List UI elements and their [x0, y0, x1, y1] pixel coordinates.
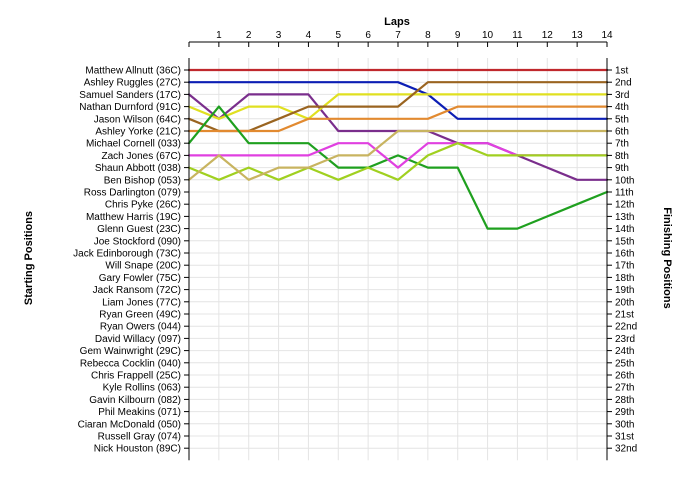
start-position-label: Will Snape (20C) [105, 261, 181, 272]
start-position-label: Ashley Ruggles (27C) [84, 78, 181, 89]
x-tick-label: 4 [306, 30, 312, 41]
start-position-label: Matthew Harris (19C) [86, 212, 181, 223]
series-line [187, 105, 609, 230]
start-position-label: Kyle Rollins (063) [103, 383, 181, 394]
series-layer [187, 68, 609, 230]
start-position-label: Chris Pyke (26C) [105, 200, 181, 211]
x-tick-label: 11 [512, 30, 523, 41]
x-tick-label: 13 [572, 30, 584, 41]
finish-position-label: 21st [615, 310, 634, 321]
start-position-label: Matthew Allnutt (36C) [85, 66, 181, 77]
start-position-label: Samuel Sanders (17C) [79, 90, 181, 101]
finish-position-label: 19th [615, 285, 634, 296]
x-tick-label: 10 [482, 30, 494, 41]
finish-position-label: 25th [615, 358, 634, 369]
start-position-label: Ross Darlington (079) [84, 188, 181, 199]
y-axis-title-right: Finishing Positions [661, 207, 673, 308]
start-position-label: Phil Meakins (071) [98, 407, 181, 418]
finish-position-label: 8th [615, 151, 629, 162]
finish-position-label: 31st [615, 432, 634, 443]
start-position-label: Jack Ransom (72C) [93, 285, 181, 296]
finish-position-label: 20th [615, 297, 634, 308]
finish-position-label: 24th [615, 346, 634, 357]
x-tick-label: 6 [365, 30, 371, 41]
finish-position-label: 28th [615, 395, 634, 406]
finish-position-label: 14th [615, 224, 634, 235]
finish-position-label: 22nd [615, 322, 637, 333]
finish-position-label: 18th [615, 273, 634, 284]
finish-position-label: 1st [615, 66, 629, 77]
start-position-label: Zach Jones (67C) [102, 151, 181, 162]
start-position-label: Shaun Abbott (038) [95, 163, 181, 174]
start-position-label: Nick Houston (89C) [94, 444, 181, 455]
finish-position-label: 16th [615, 249, 634, 260]
y-axis-title-left: Starting Positions [23, 211, 35, 305]
finish-position-label: 17th [615, 261, 634, 272]
start-position-label: Gavin Kilbourn (082) [89, 395, 181, 406]
start-position-label: Ben Bishop (053) [104, 175, 181, 186]
x-tick-label: 2 [246, 30, 252, 41]
x-tick-label: 9 [455, 30, 461, 41]
finish-position-label: 7th [615, 139, 629, 150]
start-position-label: Jason Wilson (64C) [94, 114, 181, 125]
start-position-label: Michael Cornell (033) [86, 139, 181, 150]
start-position-label: Chris Frappell (25C) [91, 371, 181, 382]
series-line [187, 81, 609, 120]
finish-position-label: 23rd [615, 334, 635, 345]
start-position-label: Nathan Durnford (91C) [79, 102, 181, 113]
x-tick-label: 3 [276, 30, 282, 41]
start-position-label: Gary Fowler (75C) [99, 273, 181, 284]
x-tick-label: 14 [601, 30, 613, 41]
finish-position-label: 15th [615, 236, 634, 247]
start-position-label: Liam Jones (77C) [102, 297, 181, 308]
x-tick-label: 8 [425, 30, 431, 41]
start-position-label: Ryan Owers (044) [100, 322, 181, 333]
start-position-label: Ryan Green (49C) [99, 310, 181, 321]
finish-position-label: 26th [615, 371, 634, 382]
series-line [187, 129, 609, 181]
finish-position-label: 5th [615, 114, 629, 125]
finish-position-label: 27th [615, 383, 634, 394]
finish-position-label: 12th [615, 200, 634, 211]
series-line [187, 81, 609, 133]
x-tick-label: 7 [395, 30, 401, 41]
x-axis-title: Laps [384, 16, 410, 28]
finish-position-label: 4th [615, 102, 629, 113]
start-position-label: Glenn Guest (23C) [97, 224, 181, 235]
series-line [187, 93, 609, 120]
finish-position-label: 29th [615, 407, 634, 418]
start-position-label: Gem Wainwright (29C) [80, 346, 181, 357]
x-tick-label: 1 [216, 30, 222, 41]
finish-position-label: 32nd [615, 444, 637, 455]
start-position-label: Ashley Yorke (21C) [95, 127, 181, 138]
x-tick-label: 12 [542, 30, 554, 41]
series-line [187, 142, 609, 181]
finish-position-label: 30th [615, 419, 634, 430]
start-position-label: Ciaran McDonald (050) [78, 419, 181, 430]
finish-position-label: 2nd [615, 78, 632, 89]
finish-position-label: 13th [615, 212, 634, 223]
finish-position-label: 10th [615, 175, 634, 186]
finish-position-label: 9th [615, 163, 629, 174]
start-position-label: Russell Gray (074) [98, 432, 181, 443]
finish-position-label: 6th [615, 127, 629, 138]
finish-position-label: 11th [615, 188, 634, 199]
start-position-label: Joe Stockford (090) [94, 236, 181, 247]
start-position-label: David Willacy (097) [95, 334, 181, 345]
series-line [187, 105, 609, 133]
finish-position-label: 3rd [615, 90, 629, 101]
x-tick-label: 5 [336, 30, 342, 41]
start-position-label: Jack Edinborough (73C) [73, 249, 181, 260]
start-position-label: Rebecca Cocklin (040) [80, 358, 181, 369]
